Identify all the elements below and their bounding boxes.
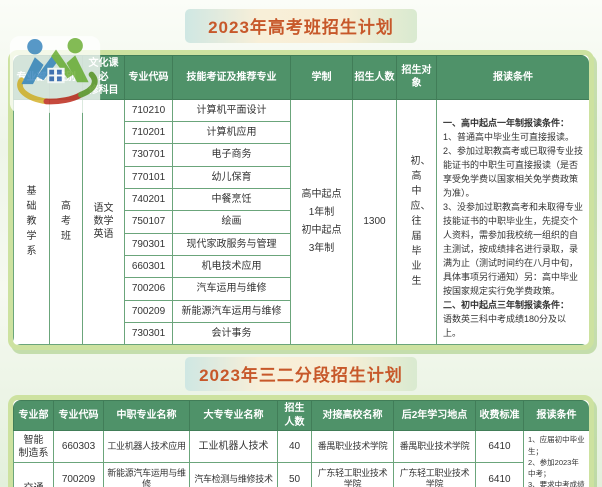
- major-code-cell: 770101: [124, 165, 173, 189]
- major-name-cell: 计算机应用: [172, 120, 291, 145]
- quota-cell: 1300: [352, 98, 397, 346]
- table-row: 730701 电子商务: [14, 143, 590, 167]
- dazhuan-major-cell: 汽车检测与维修技术: [189, 462, 278, 487]
- table-row: 交通 运输系 700209 新能源汽车运用与维修 汽车检测与维修技术 50 广东…: [13, 462, 590, 487]
- location-cell: 番禺职业技术学院: [393, 430, 476, 464]
- conditions-section1-body: 1、普通高中毕业生可直接报读。 2、参加过职教高考或已取得专业技能证书的中职生可…: [443, 132, 584, 296]
- quota-cell: 40: [277, 430, 312, 464]
- zhongzhi-major-cell: 工业机器人技术应用: [103, 430, 190, 464]
- major-code-cell: 790301: [124, 232, 173, 256]
- col-header-conditions: 报读条件: [523, 400, 589, 432]
- major-name-cell: 中餐烹饪: [172, 187, 291, 212]
- fee-cell: 6410: [475, 430, 524, 464]
- major-code-cell: 710201: [124, 120, 173, 145]
- conditions-section2-title: 二、初中起点三年制报读条件：: [443, 299, 570, 310]
- target-cell: 初、高中应、往届毕业生: [396, 98, 437, 346]
- col-header-major: 技能考证及推荐专业: [172, 55, 291, 100]
- dept-cell: 基础教学系: [13, 98, 50, 346]
- subjects-cell: 语文 数学 英语: [82, 98, 125, 346]
- major-code-cell: 700206: [124, 277, 173, 301]
- major-name-cell: 新能源汽车运用与维修: [172, 299, 291, 323]
- major-name-cell: 汽车运用与维修: [172, 277, 291, 301]
- col-header-quota: 招生 人数: [277, 400, 312, 432]
- major-name-cell: 绘画: [172, 210, 291, 234]
- conditions-cell: 一、高中起点一年制报读条件： 1、普通高中毕业生可直接报读。 2、参加过职教高考或…: [436, 98, 589, 346]
- col-header-duration: 学制: [290, 55, 353, 100]
- major-code-cell: 740201: [124, 187, 173, 212]
- col-header-college: 对接高校名称: [311, 400, 394, 432]
- major-name-cell: 电子商务: [172, 143, 291, 167]
- table-row: 750107 绘画: [14, 210, 590, 234]
- college-cell: 番禺职业技术学院: [311, 430, 394, 464]
- major-code-cell: 660301: [124, 254, 173, 279]
- col-header-location: 后2年学习地点: [393, 400, 476, 432]
- col-header-zhongzhi-major: 中职专业名称: [103, 400, 190, 432]
- table-row: 智能 制造系 660303 工业机器人技术应用 工业机器人技术 40 番禺职业技…: [13, 430, 589, 487]
- table-row: 710201 计算机应用: [14, 120, 590, 145]
- dept-cell: 智能 制造系: [13, 430, 54, 464]
- major-name-cell: 计算机平面设计: [172, 98, 291, 122]
- col-header-fee: 收费标准: [475, 400, 524, 432]
- col-header-dept: 专业部: [13, 400, 54, 432]
- quota-cell: 50: [277, 462, 312, 487]
- major-code-cell: 660303: [53, 430, 104, 464]
- major-code-cell: 750107: [124, 210, 173, 234]
- enrollment-poster: { "colors": { "title_orange": "#c7582a",…: [0, 9, 602, 487]
- major-name-cell: 幼儿保育: [172, 165, 291, 189]
- col-header-conditions: 报读条件: [436, 55, 589, 100]
- major-code-cell: 710210: [124, 98, 173, 122]
- dept-cell: 交通 运输系: [13, 462, 54, 487]
- col-header-quota: 招生人数: [352, 55, 397, 100]
- table-row: 基础教学系 高考班 语文 数学 英语 710210 计算机平面设计 高中起点 1…: [13, 98, 589, 346]
- table-row: 770101 幼儿保育: [14, 165, 590, 189]
- table1-title: 2023年高考班招生计划: [185, 9, 417, 43]
- col-header-dazhuan-major: 大专专业名称: [189, 400, 278, 432]
- location-cell: 广东轻工职业技术学院: [393, 462, 476, 487]
- major-name-cell: 会计事务: [172, 321, 291, 346]
- major-code-cell: 730301: [124, 321, 173, 346]
- zhongzhi-major-cell: 新能源汽车运用与维修: [103, 462, 190, 487]
- conditions-section2-body: 语数英三科中考成绩180分及以上。: [443, 313, 567, 338]
- table-row: 730301 会计事务: [14, 321, 590, 346]
- col-header-target: 招生对象: [396, 55, 437, 100]
- major-name-cell: 机电技术应用: [172, 254, 291, 279]
- table2-header-row: 专业部 专业代码 中职专业名称 大专专业名称 招生 人数 对接高校名称 后2年学…: [13, 400, 589, 432]
- conditions-section1-title: 一、高中起点一年制报读条件：: [443, 118, 570, 129]
- major-name-cell: 现代家政服务与管理: [172, 232, 291, 256]
- dazhuan-major-cell: 工业机器人技术: [189, 430, 278, 464]
- duration-cell: 高中起点 1年制 初中起点 3年制: [290, 98, 353, 346]
- college-cell: 广东轻工职业技术学院: [311, 462, 394, 487]
- col-header-code: 专业代码: [53, 400, 104, 432]
- major-code-cell: 700209: [53, 462, 104, 487]
- class-cell: 高考班: [49, 98, 83, 346]
- table-row: 700209 新能源汽车运用与维修: [14, 299, 590, 323]
- school-house-figures-logo-icon: [9, 36, 101, 113]
- table2-title: 2023年三二分段招生计划: [185, 357, 417, 392]
- sanerfenduan-enrollment-table: 专业部 专业代码 中职专业名称 大专专业名称 招生 人数 对接高校名称 后2年学…: [13, 400, 589, 487]
- fee-cell: 6410: [475, 462, 524, 487]
- major-code-cell: 700209: [124, 299, 173, 323]
- major-code-cell: 730701: [124, 143, 173, 167]
- col-header-code: 专业代码: [124, 55, 173, 100]
- gaokao-enrollment-table: 专业部 班别 文化课必 修科目 专业代码 技能考证及推荐专业 学制 招生人数 招…: [13, 55, 590, 346]
- gaokao-table-frame: 专业部 班别 文化课必 修科目 专业代码 技能考证及推荐专业 学制 招生人数 招…: [8, 36, 594, 351]
- sanerfenduan-table-frame: 专业部 专业代码 中职专业名称 大专专业名称 招生 人数 对接高校名称 后2年学…: [8, 395, 594, 487]
- table-row: 700206 汽车运用与维修: [14, 277, 590, 301]
- conditions-cell: 1、应届初中毕业生； 2、参加2023年中考； 3、要求中考成绩不得低于当年普通…: [523, 430, 589, 487]
